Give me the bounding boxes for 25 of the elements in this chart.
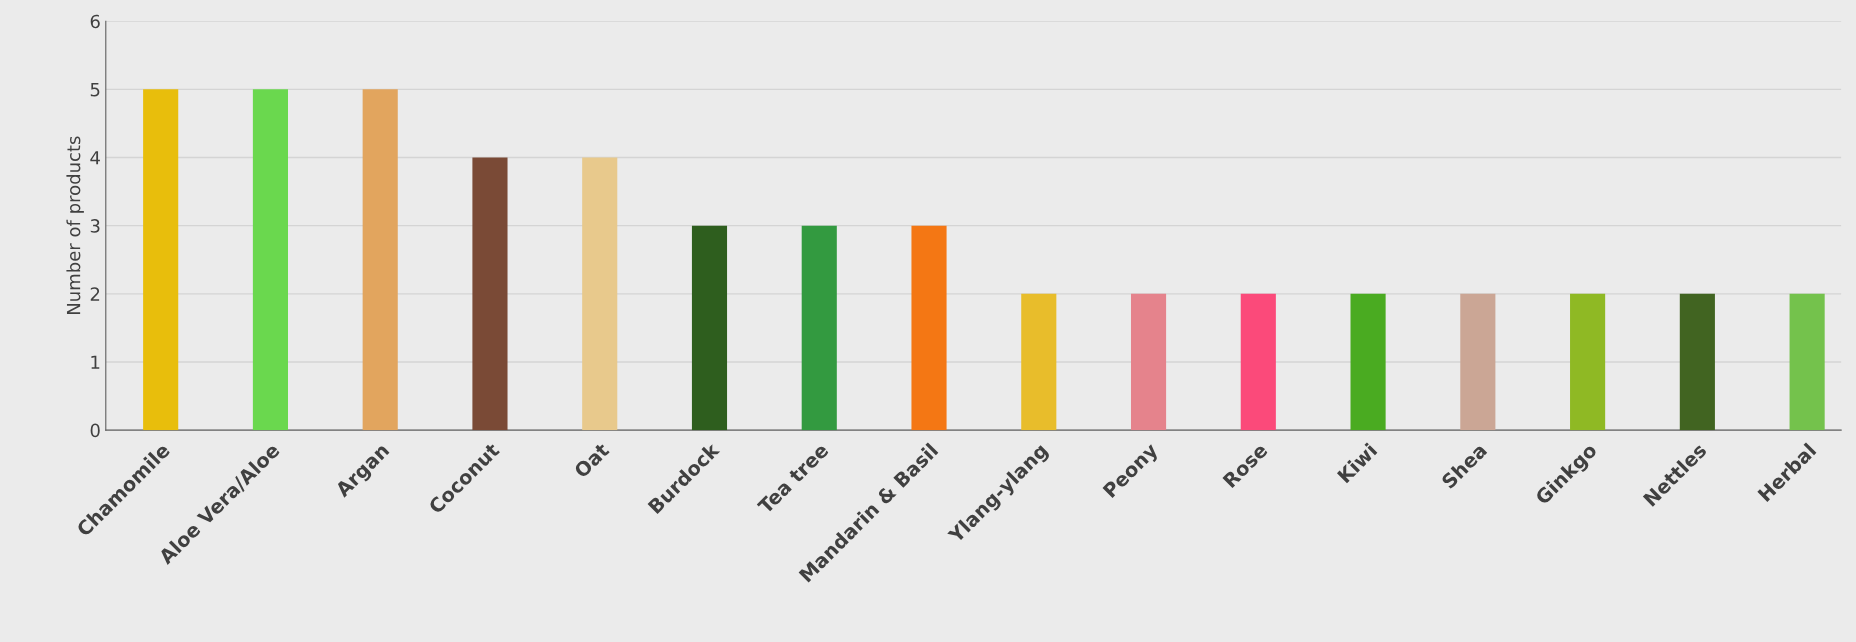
bar: [472, 157, 508, 431]
y-tick-label: 5: [90, 83, 100, 97]
y-tick-label: 4: [90, 151, 100, 165]
bar: [582, 157, 618, 431]
x-tick-label: Oat: [573, 441, 611, 479]
y-axis-title: Number of products: [66, 136, 84, 315]
bar: [1789, 293, 1825, 431]
y-tick-label: 0: [90, 423, 100, 438]
bar: [1240, 293, 1276, 431]
bar: [1570, 293, 1606, 431]
y-tick-label: 1: [91, 355, 100, 369]
bar: [1679, 293, 1715, 431]
bar: [143, 89, 179, 431]
bar: [911, 225, 947, 431]
bar: [252, 89, 288, 431]
bar: [1350, 293, 1386, 431]
bar: [1460, 293, 1496, 431]
bar: [1021, 293, 1057, 431]
bar: [801, 225, 837, 431]
bar: [691, 225, 728, 431]
bar: [1130, 293, 1167, 431]
bar: [362, 89, 398, 431]
y-tick-label: 2: [90, 287, 100, 301]
y-tick-label: 3: [90, 219, 100, 233]
y-tick-label: 6: [90, 14, 100, 29]
